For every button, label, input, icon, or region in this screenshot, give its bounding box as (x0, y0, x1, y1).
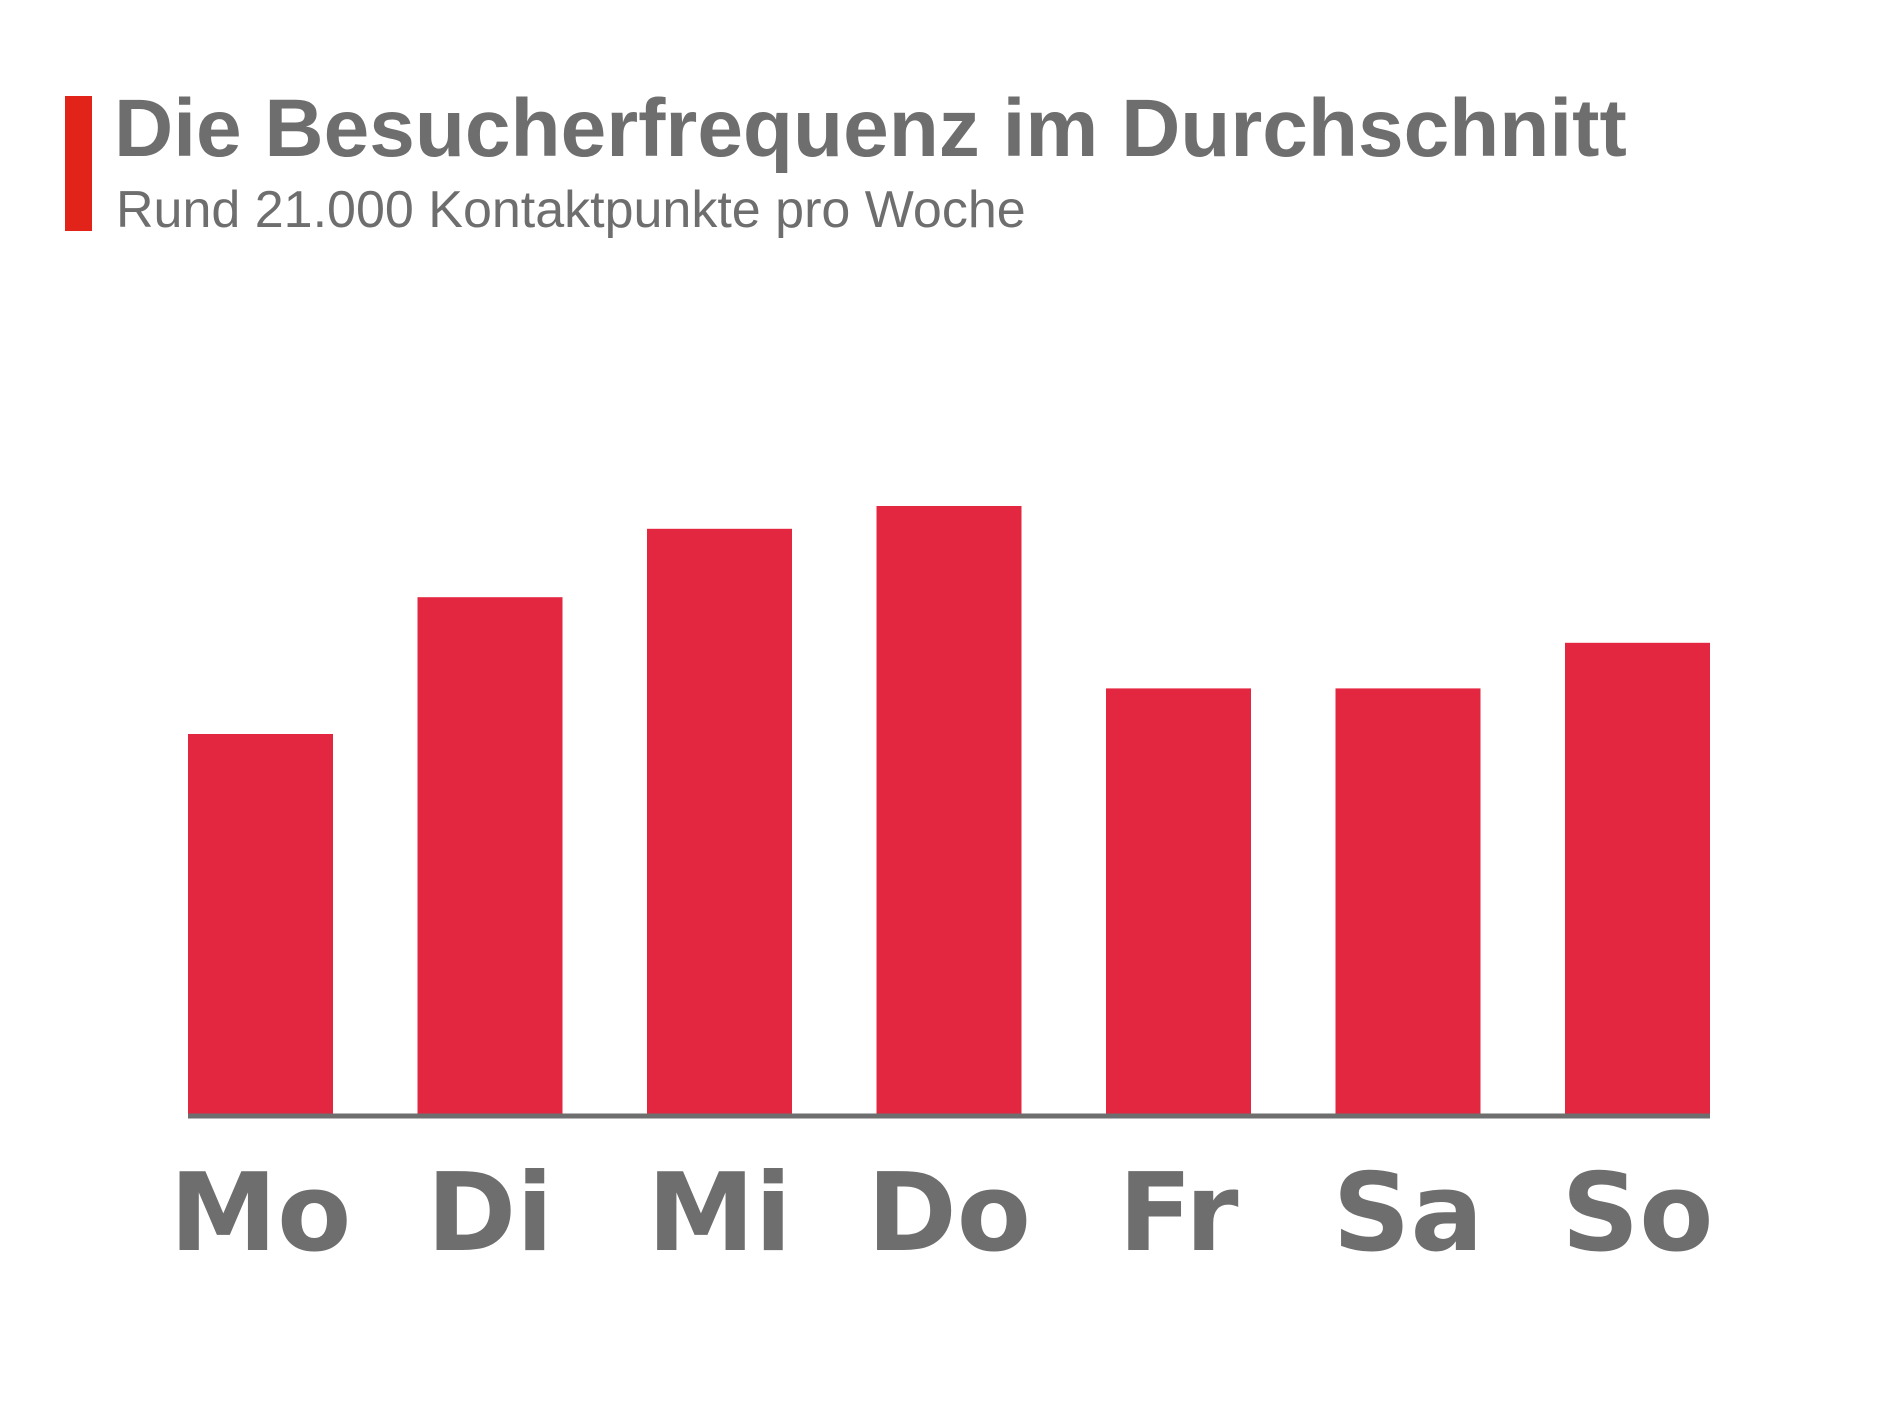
page-subtitle: Rund 21.000 Kontaktpunkte pro Woche (116, 181, 1026, 239)
x-tick-label-fr: Fr (1118, 1151, 1238, 1276)
x-tick-label-mi: Mi (647, 1151, 792, 1276)
bar-so (1565, 642, 1710, 1114)
x-tick-labels: Mo Di Mi Do Fr Sa So (170, 1151, 1714, 1276)
bar-group (188, 506, 1710, 1114)
bar-mo (188, 734, 333, 1114)
bar-sa (1335, 688, 1481, 1114)
bar-mi (647, 528, 792, 1114)
bar-do (876, 506, 1022, 1114)
x-tick-label-mo: Mo (170, 1151, 352, 1276)
bar-di (417, 597, 563, 1114)
x-tick-label-so: So (1562, 1151, 1714, 1276)
page-title: Die Besucherfrequenz im Durchschnitt (114, 83, 1627, 174)
bar-fr (1106, 688, 1251, 1114)
x-tick-label-di: Di (427, 1151, 554, 1276)
x-tick-label-sa: Sa (1333, 1151, 1484, 1276)
x-tick-label-do: Do (867, 1151, 1031, 1276)
title-accent-bar (65, 96, 92, 231)
